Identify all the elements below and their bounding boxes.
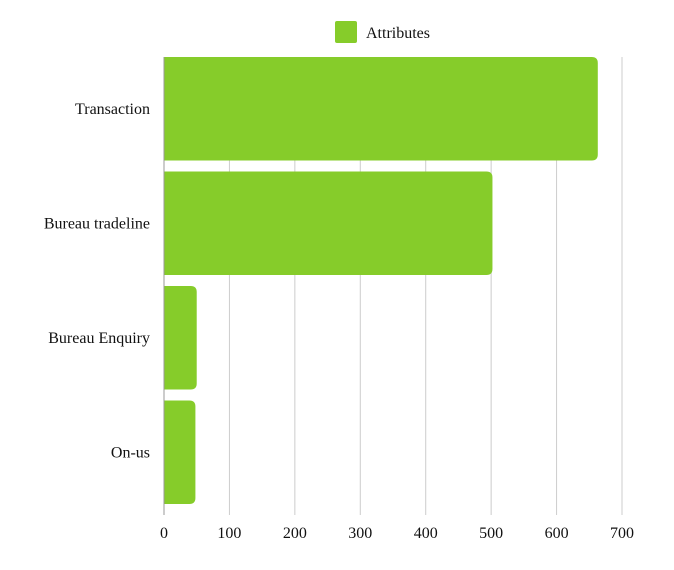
x-tick-label: 300 [348,525,372,542]
bars [164,57,598,504]
x-tick-label: 500 [479,525,503,542]
x-tick-label: 400 [414,525,438,542]
legend[interactable]: Attributes [335,21,430,43]
x-tick-label: 0 [160,525,168,542]
x-tick-label: 600 [545,525,569,542]
x-tick-label: 700 [610,525,634,542]
bar-on-us[interactable] [164,400,196,505]
category-label: Bureau tradeline [44,215,150,232]
bar-transaction[interactable] [164,57,598,161]
x-tick-label: 100 [217,525,241,542]
legend-swatch [335,21,357,43]
axes: Transaction Bureau tradeline Bureau Enquir… [44,57,634,542]
bar-bureau-tradeline[interactable] [164,171,493,276]
legend-label: Attributes [366,25,430,42]
category-label: On-us [111,444,150,461]
category-label: Transaction [75,101,150,118]
x-tick-label: 200 [283,525,307,542]
category-label: Bureau Enquiry [48,330,150,347]
bar-bureau-enquiry[interactable] [164,286,197,390]
